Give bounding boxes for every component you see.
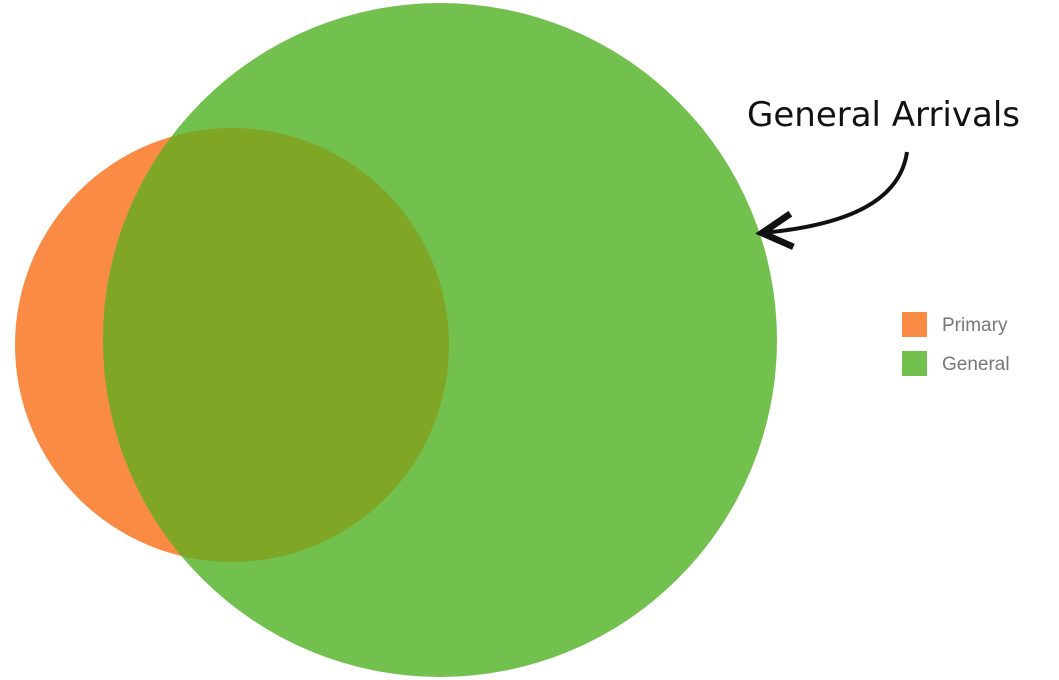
annotation-label: General Arrivals bbox=[747, 95, 1020, 135]
legend-swatch-primary bbox=[902, 312, 927, 337]
annotation-arrow bbox=[762, 151, 909, 233]
legend-label-general: General bbox=[942, 354, 1010, 375]
legend: Primary General bbox=[902, 312, 1010, 376]
legend-label-primary: Primary bbox=[942, 315, 1008, 336]
legend-swatch-general bbox=[902, 351, 927, 376]
overlap-region bbox=[103, 128, 449, 562]
